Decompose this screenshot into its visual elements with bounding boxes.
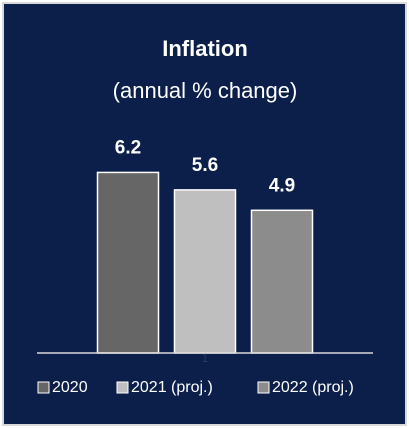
bar <box>173 189 237 354</box>
x-tick-label: 1 <box>202 351 209 365</box>
legend-swatch <box>37 381 50 394</box>
value-label: 4.9 <box>269 175 295 196</box>
legend-label: 2020 <box>52 379 88 396</box>
bar <box>96 171 160 354</box>
chart-subtitle: (annual % change) <box>113 78 298 103</box>
legend-swatch <box>257 381 270 394</box>
value-label: 5.6 <box>192 155 218 176</box>
legend-label: 2022 (proj.) <box>272 379 354 396</box>
legend-label: 2021 (proj.) <box>131 379 213 396</box>
legend-swatch <box>116 381 129 394</box>
bar <box>250 209 314 354</box>
value-label: 6.2 <box>115 137 141 158</box>
chart-title: Inflation <box>162 36 248 61</box>
